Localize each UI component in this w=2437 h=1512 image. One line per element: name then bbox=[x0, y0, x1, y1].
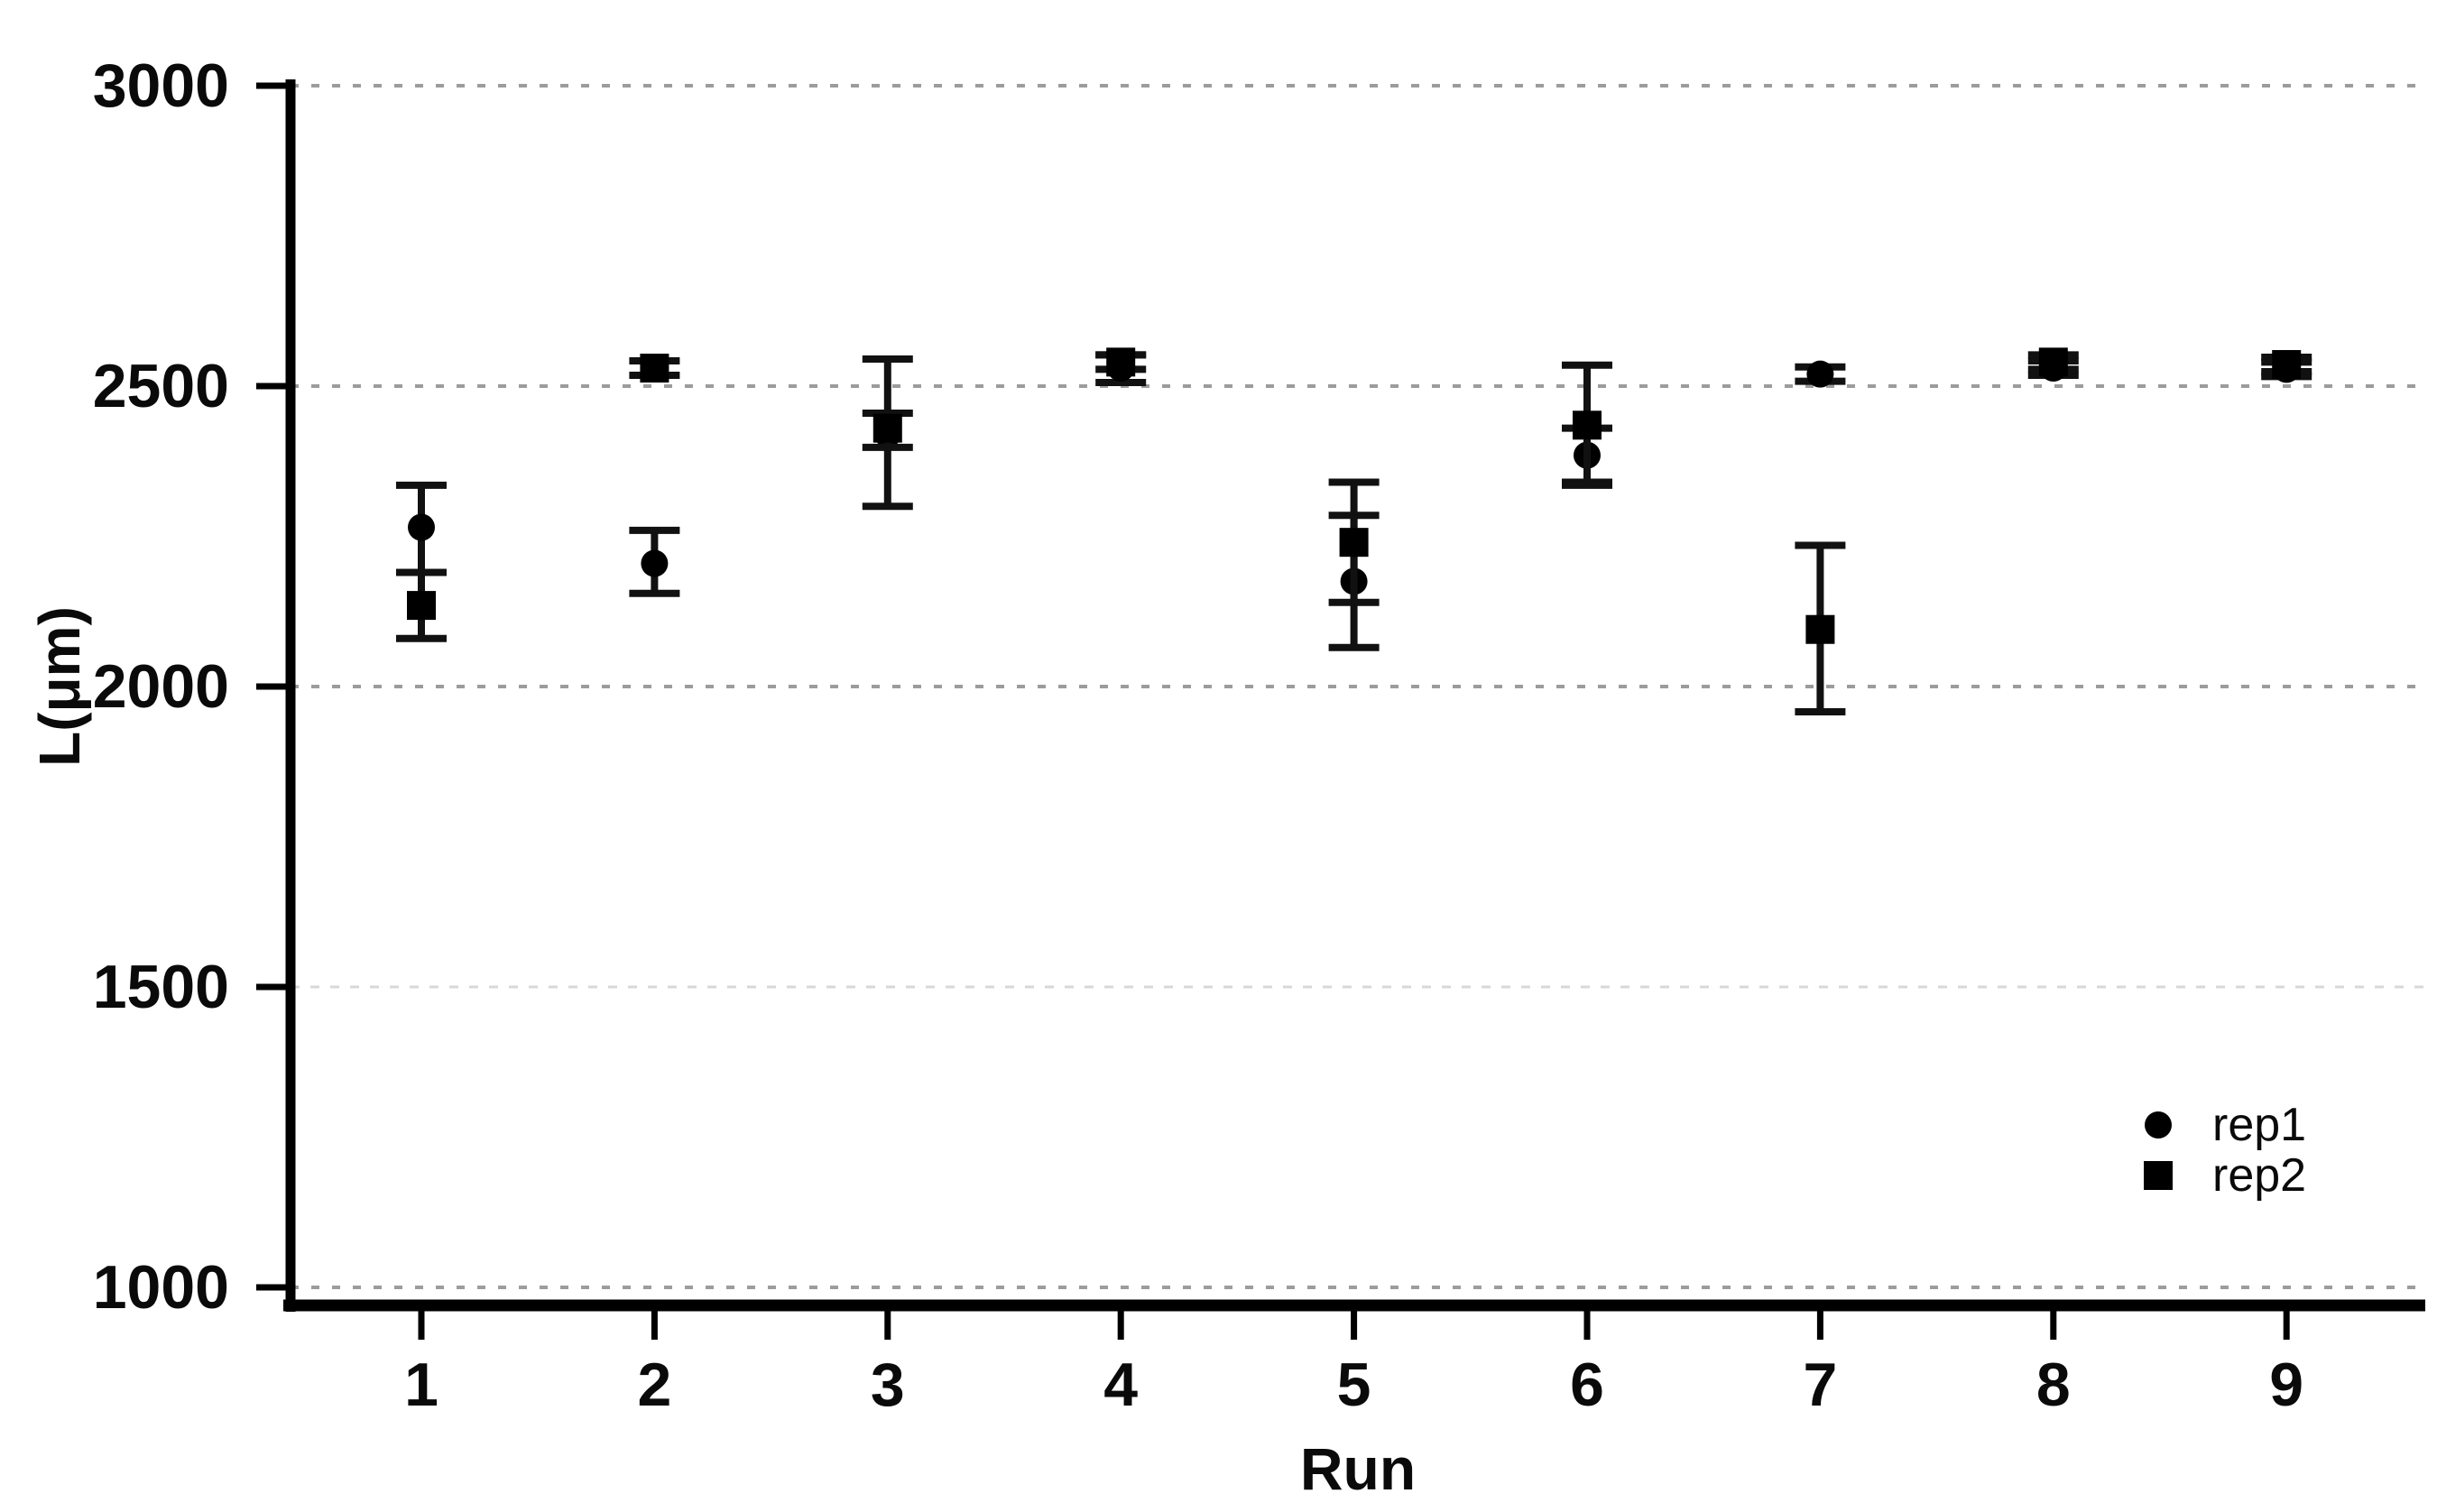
data-point-rep2-run5 bbox=[1339, 528, 1369, 558]
x-tick-label-9: 9 bbox=[2269, 1351, 2303, 1419]
x-axis-title: Run bbox=[1300, 1435, 1416, 1502]
x-tick-label-7: 7 bbox=[1803, 1351, 1837, 1419]
data-point-rep2-run7 bbox=[1805, 614, 1835, 644]
y-axis-title: L(μm) bbox=[27, 606, 92, 767]
x-tick-label-3: 3 bbox=[871, 1351, 905, 1419]
y-tick-label-2000: 2000 bbox=[93, 652, 229, 721]
x-tick-label-1: 1 bbox=[404, 1351, 438, 1419]
data-point-rep1-run7 bbox=[1806, 360, 1834, 388]
legend-marker-rep2-square-icon bbox=[2144, 1161, 2173, 1190]
x-tick-label-4: 4 bbox=[1103, 1351, 1138, 1419]
y-tick-label-1500: 1500 bbox=[93, 953, 229, 1021]
data-point-rep2-run8 bbox=[2038, 347, 2068, 377]
y-tick-label-1000: 1000 bbox=[93, 1253, 229, 1322]
data-point-rep1-run1 bbox=[408, 513, 435, 541]
x-tick-label-5: 5 bbox=[1337, 1351, 1371, 1419]
x-tick-label-2: 2 bbox=[637, 1351, 671, 1419]
x-tick-label-6: 6 bbox=[1570, 1351, 1604, 1419]
legend-marker-rep1-circle-icon bbox=[2145, 1111, 2172, 1139]
x-tick-label-8: 8 bbox=[2036, 1351, 2071, 1419]
y-tick-label-3000: 3000 bbox=[93, 51, 229, 120]
data-point-rep2-run2 bbox=[640, 354, 669, 383]
data-point-rep2-run4 bbox=[1106, 347, 1136, 377]
data-point-rep2-run1 bbox=[407, 591, 436, 621]
data-point-rep2-run3 bbox=[872, 413, 902, 443]
legend-label-rep2: rep2 bbox=[2212, 1149, 2306, 1202]
data-point-rep2-run6 bbox=[1573, 410, 1602, 440]
legend-label-rep1: rep1 bbox=[2212, 1099, 2306, 1151]
y-tick-label-2500: 2500 bbox=[93, 352, 229, 420]
data-point-rep2-run9 bbox=[2272, 350, 2302, 380]
data-point-rep1-run2 bbox=[641, 549, 669, 577]
